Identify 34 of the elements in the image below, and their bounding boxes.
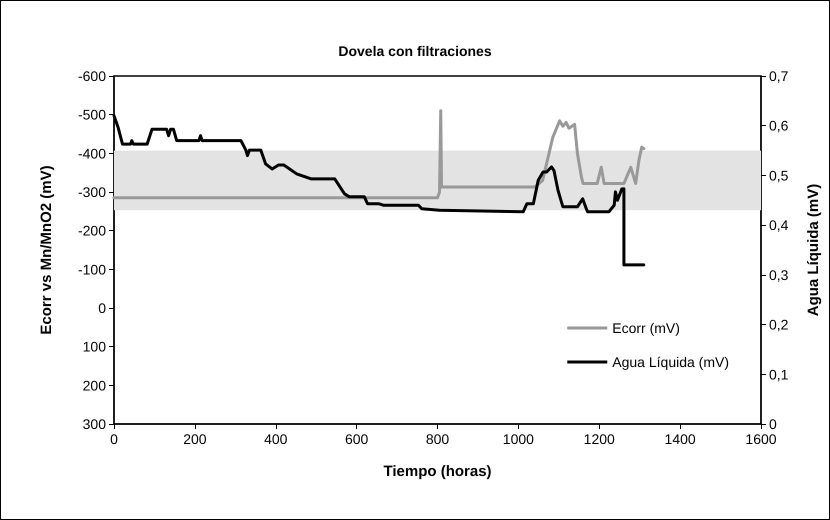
y2-tick-label: 0,4 <box>769 217 789 234</box>
x-axis-title: Tiempo (horas) <box>383 463 492 480</box>
y2-tick-label: 0 <box>769 416 777 432</box>
x-tick-label: 1600 <box>745 431 777 447</box>
x-tick-label: 1400 <box>664 431 696 447</box>
x-tick-label: 600 <box>344 431 369 447</box>
line-series <box>112 109 646 200</box>
x-tick-label: 1000 <box>502 431 534 447</box>
y-tick-label: -300 <box>78 184 106 200</box>
y2-tick-label: 0,7 <box>769 68 789 84</box>
y2-tick-label: 0,2 <box>769 316 789 333</box>
y-tick-label: 300 <box>82 416 106 432</box>
y-tick-label: -600 <box>78 68 106 84</box>
chart-title: Dovela con filtraciones <box>338 43 492 59</box>
y-tick-label: -100 <box>78 261 106 278</box>
y-axis-title: Ecorr vs Mn/MnO2 (mV) <box>38 165 55 335</box>
x-tick-label: 1200 <box>584 431 616 447</box>
y-tick-label: -400 <box>78 145 106 162</box>
y2-tick-label: 0,3 <box>769 266 789 283</box>
x-tick-label: 800 <box>426 431 450 447</box>
y-tick-label: -200 <box>78 222 106 239</box>
y-tick-label: 100 <box>82 338 106 355</box>
x-tick-label: 400 <box>264 431 288 447</box>
y-tick-label: 0 <box>98 300 106 316</box>
y2-tick-label: 0,1 <box>769 366 789 382</box>
y2-tick-label: 0,5 <box>769 167 789 184</box>
y-tick-label: -500 <box>78 106 106 123</box>
x-tick-label: 0 <box>110 431 118 447</box>
legend-label: Agua Líquida (mV) <box>612 354 730 370</box>
y2-tick-label: 0,6 <box>769 118 789 134</box>
y-tick-label: 200 <box>82 377 106 394</box>
legend-label: Ecorr (mV) <box>612 320 680 336</box>
x-tick-label: 200 <box>183 431 207 447</box>
y2-axis-title: Agua Líquida (mV) <box>805 184 822 316</box>
